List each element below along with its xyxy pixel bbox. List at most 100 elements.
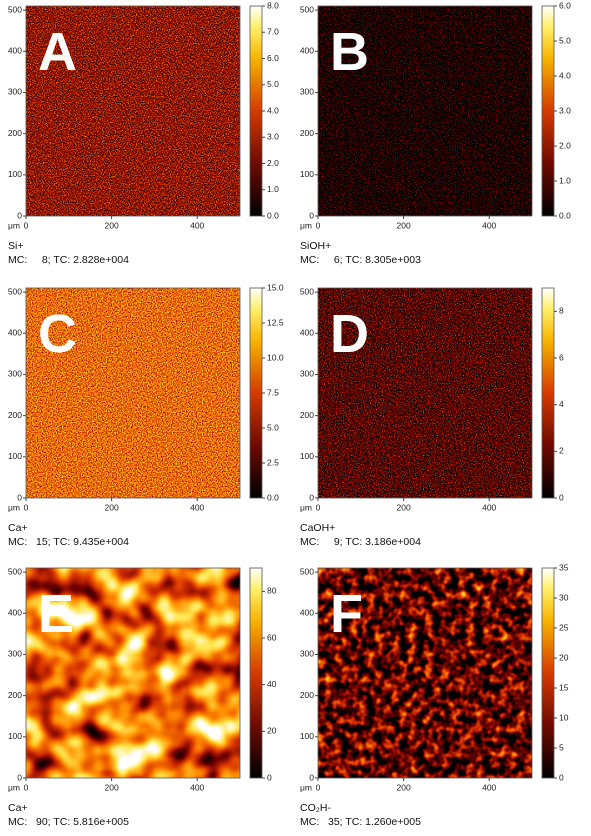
ion-image (318, 568, 532, 778)
colorbar-tick-label: 8 (559, 306, 564, 316)
colorbar-tick-label: 2.0 (267, 158, 279, 168)
panel: B0 200 400μm01002003004005000.01.02.03.04.… (300, 0, 571, 266)
y-tick-label: 300 (300, 649, 314, 659)
x-unit: μm (300, 220, 312, 230)
ion-image (26, 568, 240, 778)
y-tick-label: 300 (300, 369, 314, 379)
x-unit: μm (300, 502, 312, 512)
panel-letter: D (330, 304, 369, 364)
colorbar-tick-label: 35 (559, 562, 569, 572)
x-tick-label: 0 (24, 782, 29, 792)
colorbar (541, 287, 555, 499)
y-tick-label: 0 (309, 492, 314, 502)
colorbar-tick-label: 5.0 (267, 422, 279, 432)
colorbar-tick-label: 30 (559, 592, 569, 602)
colorbar-tick-label: 15 (559, 682, 569, 692)
counts: MC: 90; TC: 5.816e+005 (8, 816, 129, 828)
y-tick-label: 400 (300, 46, 314, 56)
colorbar (541, 5, 555, 217)
image-frame (25, 567, 241, 779)
x-tick-label: 200 (105, 502, 119, 512)
image-frame (25, 287, 241, 499)
x-tick-label: 400 (190, 502, 204, 512)
y-tick-label: 200 (300, 690, 314, 700)
y-tick-label: 500 (8, 286, 22, 296)
colorbar-tick-label: 80 (267, 586, 277, 596)
y-tick-label: 400 (300, 328, 314, 338)
x-tick-label: 200 (105, 782, 119, 792)
y-tick-label: 400 (8, 608, 22, 618)
colorbar (249, 5, 263, 217)
x-tick-label: 0 (24, 502, 29, 512)
colorbar-tick-label: 2.0 (559, 140, 571, 150)
counts: MC: 8; TC: 2.828e+004 (8, 254, 129, 266)
y-tick-label: 400 (8, 328, 22, 338)
colorbar-tick-label: 3.0 (267, 132, 279, 142)
ion-name: CaOH+ (300, 522, 335, 534)
x-unit: μm (300, 782, 312, 792)
ion-name: Si+ (8, 240, 23, 252)
y-tick-label: 200 (300, 410, 314, 420)
ion-name: Ca+ (8, 802, 28, 814)
y-tick-label: 200 (8, 410, 22, 420)
y-tick-label: 400 (8, 46, 22, 56)
x-tick-label: 400 (190, 782, 204, 792)
colorbar-tick-label: 2 (559, 446, 564, 456)
y-tick-label: 0 (17, 772, 22, 782)
x-tick-label: 0 (316, 782, 321, 792)
x-tick-label: 200 (397, 782, 411, 792)
panel: F0 200 400μm010020030040050005101520253035… (300, 562, 569, 828)
y-tick-label: 200 (8, 690, 22, 700)
colorbar-tick-label: 7.0 (267, 27, 279, 37)
colorbar-tick-label: 0 (559, 492, 564, 502)
counts: MC: 9; TC: 3.186e+004 (300, 536, 421, 548)
y-tick-label: 100 (8, 451, 22, 461)
panel: C0 200 400μm01002003004005000.02.55.07.510… (8, 282, 284, 548)
y-tick-label: 0 (309, 772, 314, 782)
image-frame (317, 287, 533, 499)
y-tick-label: 300 (8, 649, 22, 659)
y-tick-label: 500 (8, 4, 22, 14)
ion-image (26, 6, 240, 216)
colorbar-tick-label: 1.0 (267, 184, 279, 194)
y-tick-label: 100 (8, 169, 22, 179)
y-tick-label: 300 (8, 87, 22, 97)
y-tick-label: 100 (300, 451, 314, 461)
x-tick-label: 200 (105, 220, 119, 230)
colorbar-tick-label: 8.0 (267, 0, 279, 10)
counts: MC: 35; TC: 1.260e+005 (300, 816, 421, 828)
ion-name: SiOH+ (300, 240, 331, 252)
x-tick-label: 400 (482, 782, 496, 792)
y-tick-label: 100 (8, 731, 22, 741)
image-frame (25, 5, 241, 217)
x-tick-label: 0 (24, 220, 29, 230)
colorbar-tick-label: 0.0 (559, 210, 571, 220)
colorbar-tick-label: 0 (267, 772, 272, 782)
colorbar-tick-label: 3.0 (559, 105, 571, 115)
panel-letter: A (38, 22, 77, 82)
y-tick-label: 500 (8, 566, 22, 576)
y-tick-label: 200 (8, 128, 22, 138)
colorbar-tick-label: 10.0 (267, 352, 284, 362)
colorbar (541, 567, 555, 779)
panel: D0 200 400μm010020030040050002468CaOH+MC: … (300, 286, 564, 547)
x-unit: μm (8, 502, 20, 512)
counts: MC: 15; TC: 9.435e+004 (8, 536, 129, 548)
colorbar-tick-label: 25 (559, 622, 569, 632)
colorbar-tick-label: 0 (559, 772, 564, 782)
y-tick-label: 0 (17, 492, 22, 502)
y-tick-label: 100 (300, 169, 314, 179)
y-tick-label: 0 (309, 210, 314, 220)
colorbar-tick-label: 1.0 (559, 175, 571, 185)
image-frame (317, 567, 533, 779)
image-frame (317, 5, 533, 217)
colorbar-tick-label: 6.0 (267, 53, 279, 63)
y-tick-label: 500 (300, 286, 314, 296)
x-tick-label: 400 (482, 502, 496, 512)
colorbar-tick-label: 20 (559, 652, 569, 662)
colorbar (249, 567, 263, 779)
panel: E0 200 400μm0100200300400500020406080Ca+MC… (8, 566, 277, 827)
y-tick-label: 400 (300, 608, 314, 618)
